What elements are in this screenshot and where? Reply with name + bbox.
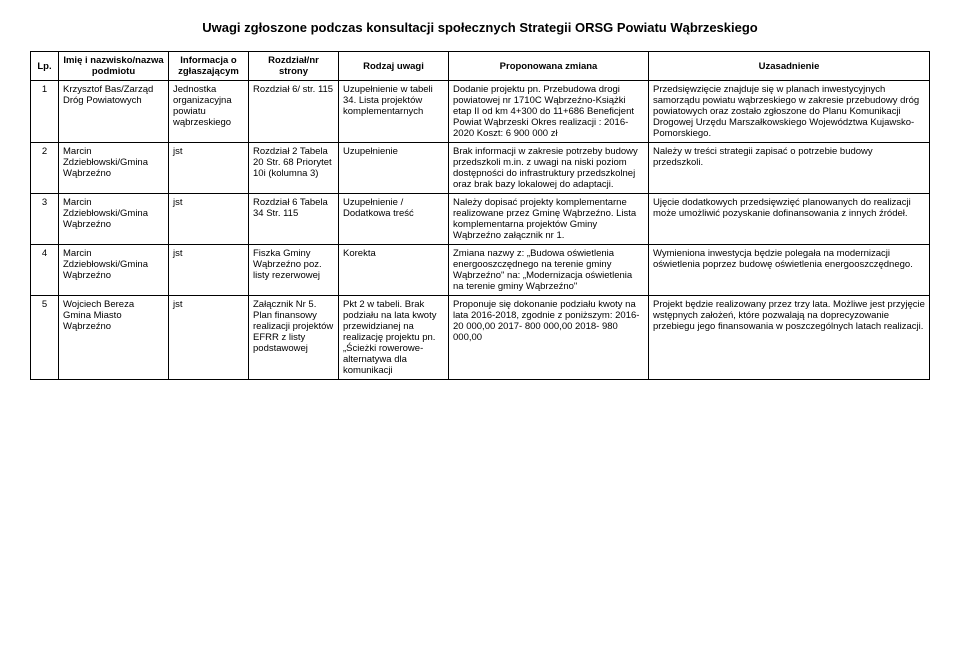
cell-section: Rozdział 6 Tabela 34 Str. 115 xyxy=(249,194,339,245)
cell-name: Krzysztof Bas/Zarząd Dróg Powiatowych xyxy=(59,81,169,143)
comments-table: Lp. Imię i nazwisko/nazwa podmiotu Infor… xyxy=(30,51,930,380)
cell-name: Marcin Zdziebłowski/Gmina Wąbrzeźno xyxy=(59,245,169,296)
cell-reason: Ujęcie dodatkowych przedsięwzięć planowa… xyxy=(649,194,930,245)
cell-type: Uzupełnienie / Dodatkowa treść xyxy=(339,194,449,245)
cell-info: jst xyxy=(169,296,249,380)
cell-info: jst xyxy=(169,194,249,245)
cell-proposed: Dodanie projektu pn. Przebudowa drogi po… xyxy=(449,81,649,143)
cell-name: Marcin Zdziebłowski/Gmina Wąbrzeźno xyxy=(59,194,169,245)
cell-type: Korekta xyxy=(339,245,449,296)
cell-info: jst xyxy=(169,245,249,296)
cell-reason: Projekt będzie realizowany przez trzy la… xyxy=(649,296,930,380)
cell-reason: Wymieniona inwestycja będzie polegała na… xyxy=(649,245,930,296)
cell-name: Wojciech Bereza Gmina Miasto Wąbrzeźno xyxy=(59,296,169,380)
cell-lp: 4 xyxy=(31,245,59,296)
col-reason: Uzasadnienie xyxy=(649,52,930,81)
table-row: 4Marcin Zdziebłowski/Gmina WąbrzeźnojstF… xyxy=(31,245,930,296)
table-row: 2Marcin Zdziebłowski/Gmina WąbrzeźnojstR… xyxy=(31,143,930,194)
cell-info: jst xyxy=(169,143,249,194)
cell-reason: Należy w treści strategii zapisać o potr… xyxy=(649,143,930,194)
page-title: Uwagi zgłoszone podczas konsultacji społ… xyxy=(30,20,930,35)
cell-info: Jednostka organizacyjna powiatu wąbrzesk… xyxy=(169,81,249,143)
col-info: Informacja o zgłaszającym xyxy=(169,52,249,81)
cell-lp: 2 xyxy=(31,143,59,194)
table-row: 5Wojciech Bereza Gmina Miasto Wąbrzeźnoj… xyxy=(31,296,930,380)
cell-proposed: Brak informacji w zakresie potrzeby budo… xyxy=(449,143,649,194)
cell-proposed: Proponuje się dokonanie podziału kwoty n… xyxy=(449,296,649,380)
col-type: Rodzaj uwagi xyxy=(339,52,449,81)
table-row: 1Krzysztof Bas/Zarząd Dróg PowiatowychJe… xyxy=(31,81,930,143)
cell-type: Uzupełnienie w tabeli 34. Lista projektó… xyxy=(339,81,449,143)
cell-section: Fiszka Gminy Wąbrzeźno poz. listy rezerw… xyxy=(249,245,339,296)
cell-section: Rozdział 2 Tabela 20 Str. 68 Priorytet 1… xyxy=(249,143,339,194)
cell-proposed: Zmiana nazwy z: „Budowa oświetlenia ener… xyxy=(449,245,649,296)
col-section: Rozdział/nr strony xyxy=(249,52,339,81)
cell-proposed: Należy dopisać projekty komplementarne r… xyxy=(449,194,649,245)
col-name: Imię i nazwisko/nazwa podmiotu xyxy=(59,52,169,81)
cell-type: Pkt 2 w tabeli. Brak podziału na lata kw… xyxy=(339,296,449,380)
table-header-row: Lp. Imię i nazwisko/nazwa podmiotu Infor… xyxy=(31,52,930,81)
cell-lp: 3 xyxy=(31,194,59,245)
cell-name: Marcin Zdziebłowski/Gmina Wąbrzeźno xyxy=(59,143,169,194)
cell-lp: 5 xyxy=(31,296,59,380)
col-lp: Lp. xyxy=(31,52,59,81)
col-proposed: Proponowana zmiana xyxy=(449,52,649,81)
cell-type: Uzupełnienie xyxy=(339,143,449,194)
table-row: 3Marcin Zdziebłowski/Gmina WąbrzeźnojstR… xyxy=(31,194,930,245)
cell-reason: Przedsięwzięcie znajduje się w planach i… xyxy=(649,81,930,143)
cell-section: Załącznik Nr 5. Plan finansowy realizacj… xyxy=(249,296,339,380)
cell-section: Rozdział 6/ str. 115 xyxy=(249,81,339,143)
cell-lp: 1 xyxy=(31,81,59,143)
